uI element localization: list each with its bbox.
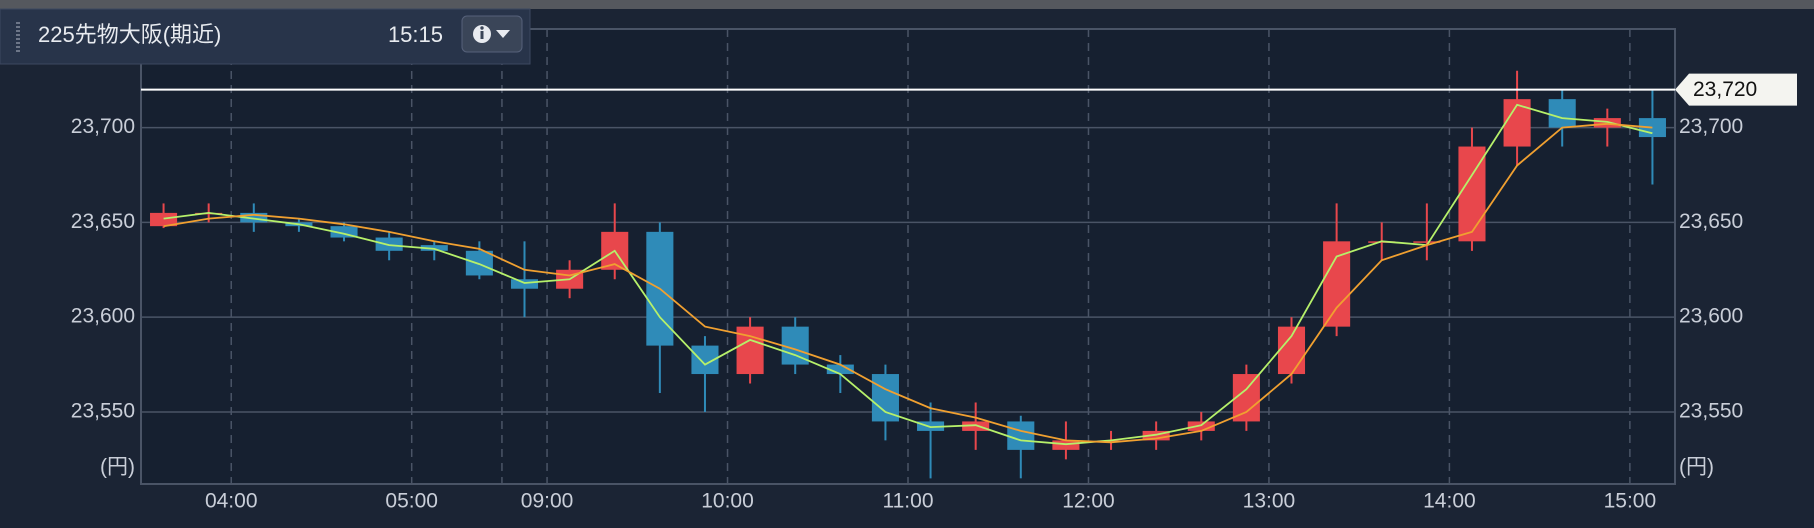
candle-body (1187, 421, 1215, 431)
candle-body (1593, 118, 1621, 128)
y-unit-label: (円) (100, 456, 135, 479)
y-unit-label-right: (円) (1679, 456, 1714, 479)
y-tick-label-right: 23,700 (1679, 115, 1743, 138)
top-bar (0, 0, 1814, 9)
candle-body (150, 212, 178, 227)
y-tick-label-right: 23,550 (1679, 400, 1743, 423)
candle-body (465, 250, 493, 276)
x-tick-label: 04:00 (205, 490, 258, 513)
candle-body (1548, 99, 1576, 128)
price-marker-label: 23,720 (1693, 78, 1757, 101)
x-tick-label: 12:00 (1062, 490, 1115, 513)
y-tick-label: 23,600 (71, 305, 135, 328)
y-tick-label-right: 23,650 (1679, 210, 1743, 233)
header-box (0, 8, 531, 65)
grid: 23,550 23,550 23,600 23,600 23,650 23,650 23,7… (71, 29, 1743, 513)
info-button[interactable] (461, 15, 523, 53)
dropdown-arrow (496, 30, 510, 38)
info-icon-bar (480, 31, 484, 39)
x-tick-label: 05:00 (385, 490, 438, 513)
candle-body (1232, 374, 1260, 422)
x-tick-label: 09:00 (521, 490, 574, 513)
candle-body (1142, 430, 1170, 441)
y-tick-label: 23,650 (71, 210, 135, 233)
info-icon-dot (480, 26, 484, 30)
candle-body (510, 279, 539, 289)
candle-body (1413, 241, 1441, 243)
y-tick-label: 23,700 (71, 115, 135, 138)
candle-body (240, 212, 268, 223)
x-tick-label: 11:00 (883, 490, 934, 513)
x-tick-label: 10:00 (701, 490, 754, 513)
y-tick-label-right: 23,600 (1679, 305, 1743, 328)
x-tick-label: 13:00 (1243, 490, 1296, 513)
overlay: 23,720 (141, 73, 1797, 106)
candle-body (375, 237, 403, 251)
candle-body (330, 226, 358, 238)
candle-body (420, 245, 448, 251)
marks (150, 70, 1666, 479)
chart-title: 225先物大阪(期近) (38, 22, 221, 47)
time-label: 15:15 (388, 22, 443, 47)
x-tick-label: 15:00 (1604, 490, 1657, 513)
y-tick-label: 23,550 (71, 400, 135, 423)
price-marker (1675, 73, 1797, 106)
candle-body (871, 374, 899, 422)
candle-body (826, 364, 854, 375)
candle-body (1052, 440, 1080, 450)
candle-body (1277, 326, 1306, 375)
x-tick-label: 14:00 (1423, 490, 1476, 513)
info-button-bg[interactable] (461, 15, 523, 53)
moving-average-line (163, 122, 1653, 444)
candle-body (1007, 421, 1035, 450)
moving-average-line (163, 103, 1653, 446)
candle-body (962, 421, 990, 431)
